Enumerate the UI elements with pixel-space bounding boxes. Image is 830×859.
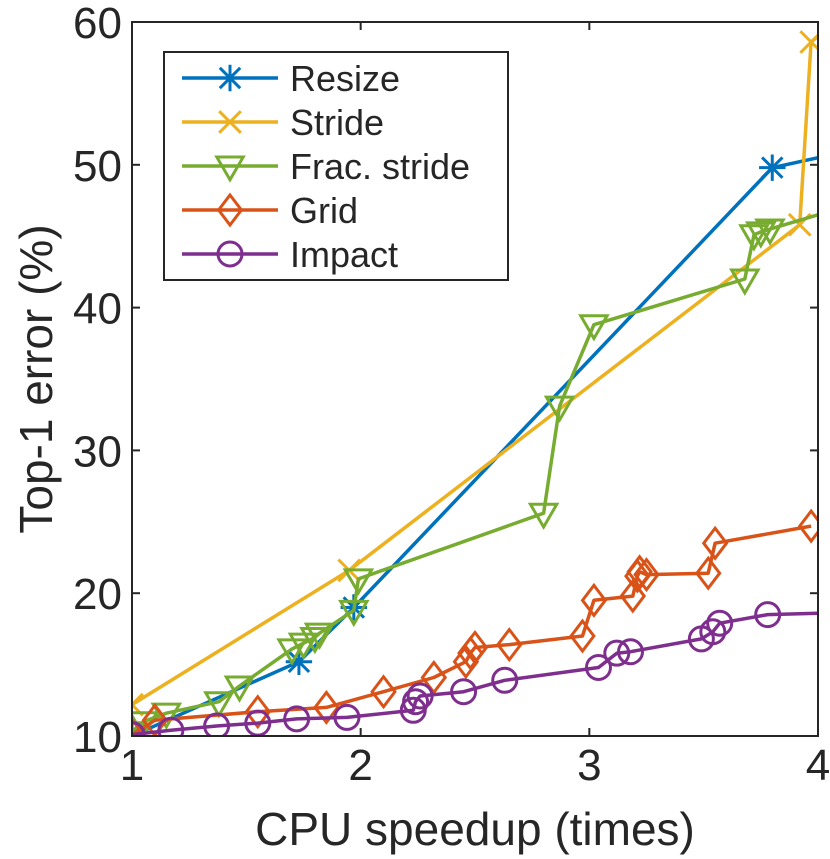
impact-point — [406, 682, 434, 710]
frac-stride-point — [578, 314, 610, 342]
frac-stride-point — [299, 626, 331, 655]
series-grid — [132, 508, 818, 736]
grid-point — [626, 554, 653, 590]
legend-marker-frac-stride — [214, 155, 246, 183]
grid-point — [244, 694, 272, 730]
frac-stride-point — [303, 622, 336, 650]
x-tick-label: 4 — [806, 741, 830, 790]
grid-point — [701, 525, 729, 561]
grid-point — [633, 557, 660, 593]
impact-point — [132, 721, 146, 736]
y-tick-label: 40 — [73, 285, 122, 334]
axis-ticks: 1 2 3 4 10 20 30 40 50 60 — [73, 0, 830, 790]
legend-label-resize: Resize — [290, 58, 400, 99]
grid-point — [694, 555, 722, 591]
legend-marker-resize — [216, 64, 244, 92]
grid-point — [461, 629, 489, 665]
grid-point — [370, 674, 397, 710]
series-layer — [132, 30, 818, 736]
impact-point — [283, 705, 311, 733]
grid-point — [496, 627, 523, 663]
impact-point — [402, 688, 430, 716]
impact-point — [616, 638, 644, 666]
grid-point — [313, 689, 340, 725]
resize-point — [285, 648, 313, 675]
grid-point — [580, 582, 608, 618]
x-tick-label: 1 — [120, 741, 144, 790]
frac-stride-point — [729, 268, 761, 296]
impact-point — [157, 716, 185, 736]
y-tick-label: 60 — [73, 0, 122, 48]
x-tick-label: 2 — [348, 741, 372, 790]
legend-marker-grid — [216, 192, 244, 228]
impact-point — [699, 618, 727, 646]
x-tick-label: 3 — [577, 741, 601, 790]
resize-point — [759, 154, 786, 181]
impact-point — [450, 678, 478, 706]
grid-point — [619, 578, 647, 614]
impact-point — [203, 712, 231, 736]
frac-stride-point — [203, 691, 235, 719]
frac-stride-point — [745, 221, 777, 249]
legend-marker-impact — [216, 240, 244, 268]
impact-point — [603, 639, 631, 667]
y-tick-label: 10 — [73, 713, 122, 762]
y-tick-label: 30 — [73, 427, 122, 476]
series-impact — [132, 601, 818, 736]
legend-label-grid: Grid — [290, 190, 358, 231]
frac-stride-point — [342, 568, 375, 596]
impact-point — [491, 666, 519, 694]
frac-stride-point — [738, 224, 770, 252]
impact-point — [706, 609, 734, 637]
legend-label-frac-stride: Frac. stride — [290, 146, 470, 187]
grid-point — [452, 644, 480, 680]
legend-label-impact: Impact — [290, 234, 398, 275]
frac-stride-point — [754, 218, 786, 246]
grid-point — [420, 659, 448, 695]
plot-area-frame — [131, 21, 819, 737]
y-tick-label: 50 — [73, 142, 122, 191]
grid-point — [132, 717, 146, 736]
grid-point — [569, 618, 596, 654]
stride-point — [799, 30, 818, 54]
frac-stride-point — [338, 599, 370, 628]
impact-point — [333, 703, 361, 731]
x-axis-label: CPU speedup (times) — [255, 803, 695, 855]
grid-point — [797, 508, 818, 544]
frac-stride-point — [150, 702, 183, 730]
frac-stride-point — [223, 675, 256, 703]
y-tick-label: 20 — [73, 570, 122, 619]
impact-point — [754, 601, 782, 629]
legend-label-stride: Stride — [290, 102, 384, 143]
impact-point — [584, 653, 612, 681]
frac-stride-point — [543, 395, 576, 423]
y-axis-label: Top-1 error (%) — [10, 224, 62, 533]
legend-marker-stride — [218, 110, 242, 134]
frac-stride-point — [527, 502, 560, 531]
